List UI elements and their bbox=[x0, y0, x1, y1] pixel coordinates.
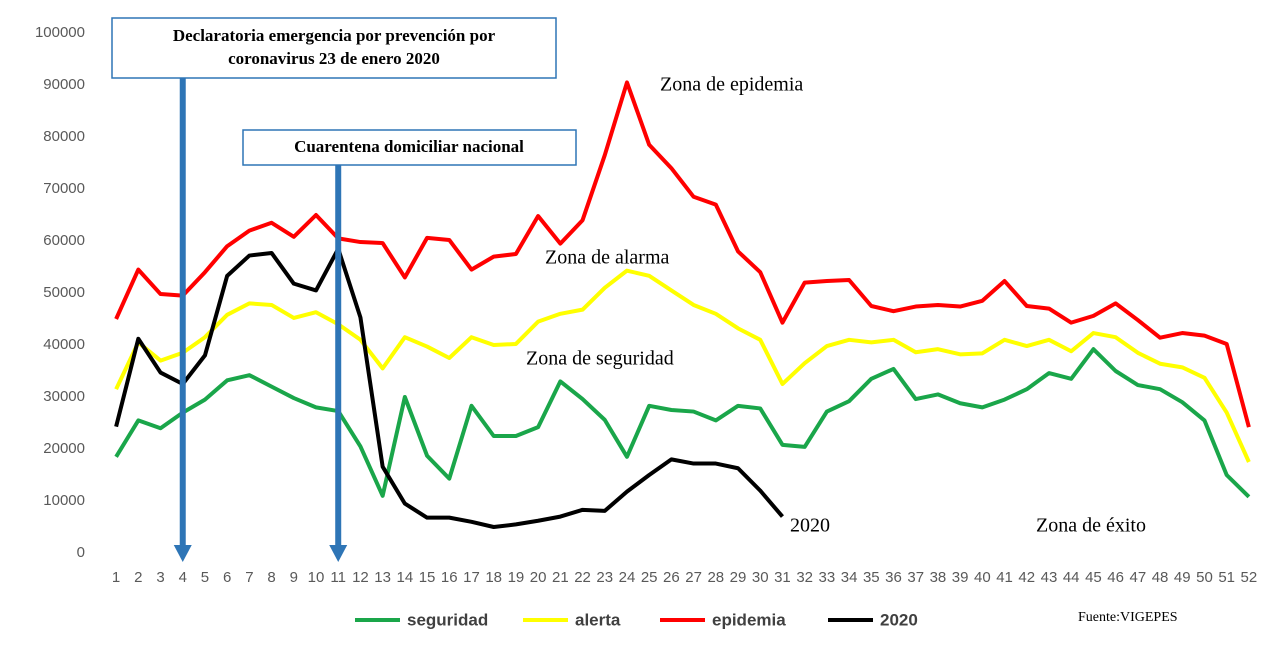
zone-label: Zona de epidemia bbox=[660, 74, 803, 96]
x-tick-label: 22 bbox=[574, 569, 591, 586]
x-tick-label: 31 bbox=[774, 569, 791, 586]
x-tick-label: 24 bbox=[619, 569, 636, 586]
y-tick-label: 50000 bbox=[43, 284, 85, 301]
x-tick-label: 27 bbox=[685, 569, 702, 586]
x-tick-label: 11 bbox=[330, 569, 346, 586]
x-tick-label: 29 bbox=[730, 569, 747, 586]
legend-label: 2020 bbox=[880, 610, 918, 629]
x-tick-label: 13 bbox=[374, 569, 391, 586]
x-tick-label: 52 bbox=[1241, 569, 1258, 586]
zone-label: Zona de alarma bbox=[545, 247, 669, 269]
x-tick-label: 49 bbox=[1174, 569, 1191, 586]
x-tick-label: 40 bbox=[974, 569, 991, 586]
y-tick-label: 0 bbox=[77, 544, 85, 561]
legend-label: alerta bbox=[575, 610, 621, 629]
x-tick-label: 17 bbox=[463, 569, 480, 586]
x-tick-label: 47 bbox=[1129, 569, 1146, 586]
x-tick-label: 16 bbox=[441, 569, 458, 586]
x-tick-label: 4 bbox=[179, 569, 187, 586]
y-tick-label: 30000 bbox=[43, 388, 85, 405]
annotation-text: Declaratoria emergencia por prevención p… bbox=[173, 26, 496, 45]
x-tick-label: 9 bbox=[290, 569, 298, 586]
x-tick-label: 8 bbox=[267, 569, 275, 586]
x-tick-label: 34 bbox=[841, 569, 858, 586]
x-tick-label: 42 bbox=[1018, 569, 1035, 586]
legend-label: epidemia bbox=[712, 610, 786, 629]
x-tick-label: 48 bbox=[1152, 569, 1169, 586]
x-tick-label: 41 bbox=[996, 569, 1013, 586]
x-tick-label: 7 bbox=[245, 569, 253, 586]
y-tick-label: 80000 bbox=[43, 128, 85, 145]
x-tick-label: 3 bbox=[156, 569, 164, 586]
x-tick-label: 46 bbox=[1107, 569, 1124, 586]
x-tick-label: 1 bbox=[112, 569, 120, 586]
x-tick-label: 43 bbox=[1041, 569, 1058, 586]
plot: 0 10000 20000 30000 40000 50000 60000 70000 8000… bbox=[35, 24, 1257, 630]
x-tick-label: 20 bbox=[530, 569, 547, 586]
y-tick-label: 100000 bbox=[35, 24, 85, 41]
zone-label: Zona de éxito bbox=[1036, 515, 1146, 537]
y-tick-label: 40000 bbox=[43, 336, 85, 353]
y-tick-label: 70000 bbox=[43, 180, 85, 197]
source: Fuente:VIGEPES bbox=[1078, 610, 1178, 625]
y-tick-label: 10000 bbox=[43, 492, 85, 509]
x-tick-label: 5 bbox=[201, 569, 209, 586]
arrow-head bbox=[173, 545, 192, 562]
legend-label: seguridad bbox=[407, 610, 488, 629]
x-tick-label: 35 bbox=[863, 569, 880, 586]
x-tick-label: 6 bbox=[223, 569, 231, 586]
x-tick-label: 51 bbox=[1218, 569, 1235, 586]
x-tick-label: 32 bbox=[796, 569, 813, 586]
x-tick-label: 21 bbox=[552, 569, 569, 586]
annotation-box bbox=[242, 129, 577, 166]
zone-label: Zona de seguridad bbox=[526, 348, 674, 370]
x-tick-label: 36 bbox=[885, 569, 902, 586]
arrow-head bbox=[329, 545, 348, 562]
x-tick-label: 44 bbox=[1063, 569, 1080, 586]
y-tick-label: 20000 bbox=[43, 440, 85, 457]
x-tick-label: 19 bbox=[508, 569, 525, 586]
x-tick-label: 10 bbox=[308, 569, 325, 586]
x-tick-label: 25 bbox=[641, 569, 658, 586]
x-tick-label: 12 bbox=[352, 569, 369, 586]
x-tick-label: 14 bbox=[397, 569, 414, 586]
annotation-text: Cuarentena domiciliar nacional bbox=[294, 137, 524, 156]
x-tick-label: 26 bbox=[663, 569, 680, 586]
x-tick-label: 30 bbox=[752, 569, 769, 586]
y-tick-label: 90000 bbox=[43, 76, 85, 93]
annotation-text: coronavirus 23 de enero 2020 bbox=[228, 49, 440, 68]
x-tick-label: 45 bbox=[1085, 569, 1102, 586]
series-line bbox=[114, 80, 1251, 428]
x-tick-label: 18 bbox=[485, 569, 502, 586]
series-line bbox=[114, 347, 1251, 499]
series-label: 2020 bbox=[790, 515, 830, 537]
annotation-box bbox=[111, 17, 557, 79]
x-tick-label: 33 bbox=[819, 569, 836, 586]
y-tick-label: 60000 bbox=[43, 232, 85, 249]
x-tick-label: 37 bbox=[907, 569, 924, 586]
series-line bbox=[114, 246, 784, 529]
x-tick-label: 28 bbox=[707, 569, 724, 586]
x-tick-label: 50 bbox=[1196, 569, 1213, 586]
x-tick-label: 2 bbox=[134, 569, 142, 586]
x-tick-label: 15 bbox=[419, 569, 436, 586]
x-tick-label: 39 bbox=[952, 569, 969, 586]
x-tick-label: 23 bbox=[596, 569, 613, 586]
x-tick-label: 38 bbox=[930, 569, 947, 586]
series-line bbox=[114, 268, 1251, 463]
